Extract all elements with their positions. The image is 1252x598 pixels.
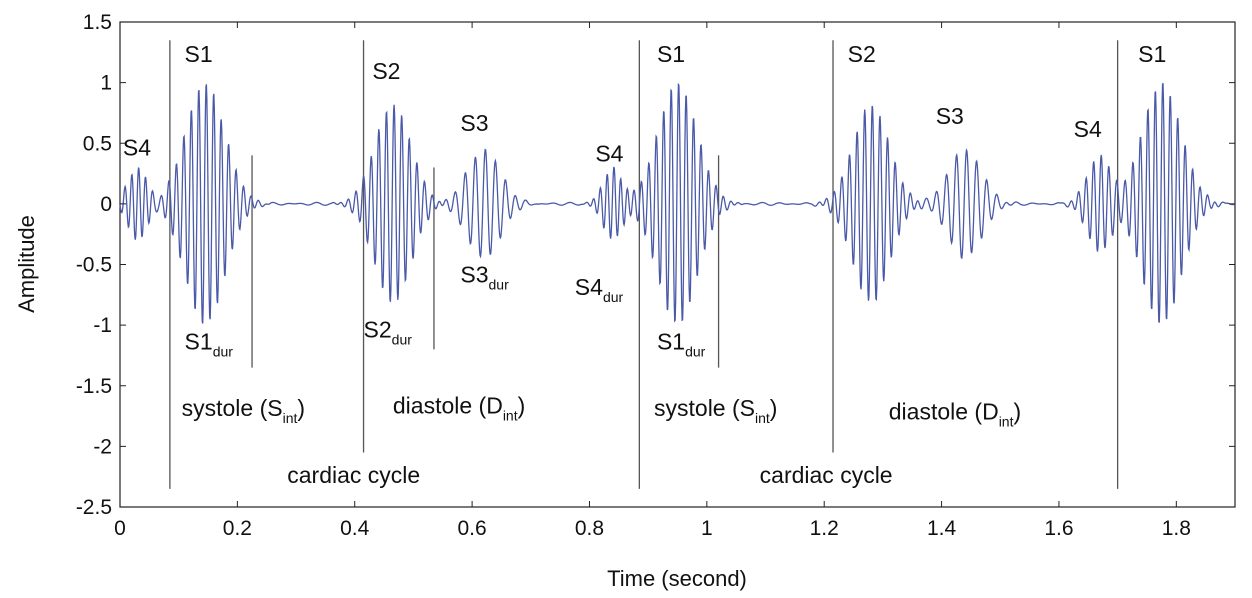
y-tick-label: -0.5	[76, 254, 112, 277]
y-tick-label: 1.5	[83, 11, 112, 34]
x-tick-label: 0.4	[340, 517, 370, 540]
x-tick-label: 1	[701, 517, 713, 540]
annotation-label: S2	[848, 41, 876, 67]
y-tick-label: 1	[100, 72, 112, 95]
interval-markers	[169, 40, 1119, 489]
annotation-label: S2	[372, 58, 400, 84]
x-tick-label: 1.4	[927, 517, 957, 540]
annotation-label: S1dur	[185, 328, 234, 359]
plot-frame	[119, 21, 1236, 508]
annotation-label: S4	[595, 140, 623, 166]
annotation-label: diastole (Dint)	[889, 399, 1021, 430]
annotation-label: S3	[460, 110, 488, 136]
annotation-label: S2dur	[364, 316, 413, 347]
annotation-label: systole (Sint)	[182, 395, 305, 426]
annotation-label: systole (Sint)	[654, 395, 777, 426]
x-tick-label: 0.2	[223, 517, 252, 540]
annotation-label: cardiac cycle	[760, 462, 893, 488]
annotations: S4 S1 S1dur systole (Sint) S2 S2dur diastole (…	[123, 41, 1166, 488]
annotation-label: S4	[123, 134, 151, 160]
y-axis-title: Amplitude	[14, 215, 39, 313]
annotation-label: S3dur	[460, 262, 509, 293]
x-tick-label: 1.6	[1044, 517, 1073, 540]
y-tick-label: -2.5	[76, 496, 112, 519]
annotation-label: diastole (Dint)	[393, 393, 525, 424]
x-tick-label: 0.8	[575, 517, 604, 540]
y-tick-label: -2	[93, 435, 112, 458]
x-tick-label: 0.6	[458, 517, 487, 540]
x-axis-title: Time (second)	[607, 566, 747, 591]
annotation-label: S1dur	[657, 328, 706, 359]
annotation-label: cardiac cycle	[287, 462, 420, 488]
annotation-label: S4dur	[575, 274, 624, 305]
x-tick-label: 0	[114, 517, 126, 540]
y-tick-label: -1	[93, 314, 112, 337]
annotation-label: S4	[1074, 116, 1102, 142]
x-tick-label: 1.8	[1162, 517, 1191, 540]
axis-ticks: 0 0.2 0.4 0.6 0.8 1 1.2 1.4 1.6 1.8 1.5 1 0.5 0 -0.5 -1…	[76, 11, 1235, 540]
y-tick-label: 0	[100, 193, 112, 216]
annotation-label: S1	[185, 41, 213, 67]
annotation-label: S1	[657, 41, 685, 67]
signal-series-line	[119, 82, 1236, 324]
x-tick-label: 1.2	[810, 517, 839, 540]
annotation-label: S3	[936, 103, 964, 129]
y-tick-label: 0.5	[83, 132, 112, 155]
y-tick-label: -1.5	[76, 375, 112, 398]
annotation-label: S1	[1138, 41, 1166, 67]
